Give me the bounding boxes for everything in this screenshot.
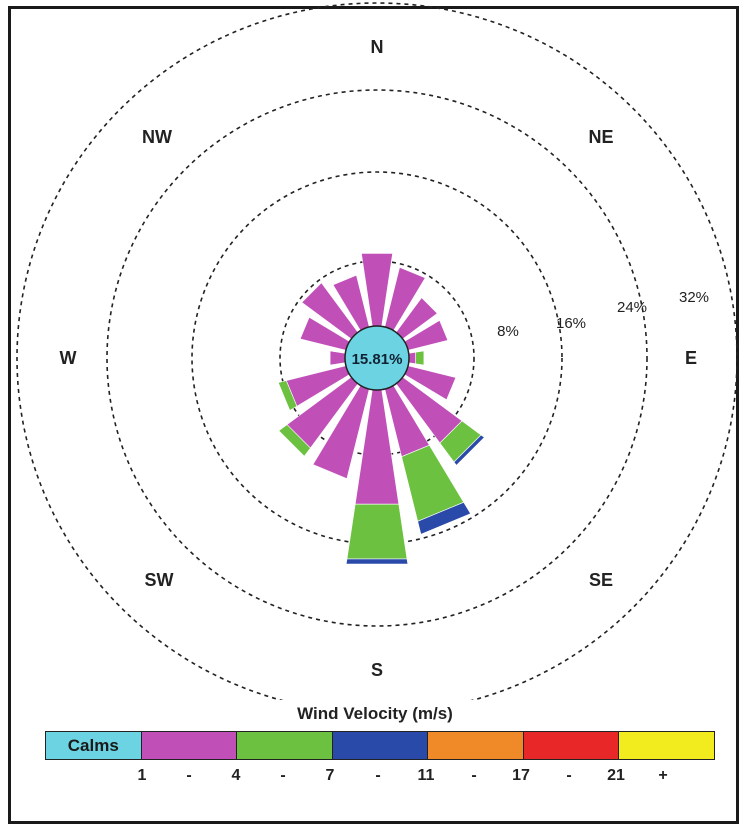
ring-label-group: 8% 16% 24% 32%	[497, 289, 709, 340]
legend-tick: -	[471, 767, 477, 784]
bar-s-7-11	[345, 558, 409, 565]
compass-label-w: W	[60, 348, 77, 368]
legend-swatch-4	[428, 732, 524, 759]
ring-label: 32%	[679, 289, 709, 306]
bar-group	[277, 253, 485, 565]
calms-circle	[344, 325, 410, 391]
compass-label-s: S	[371, 660, 383, 680]
bar-e-4-7	[415, 350, 425, 366]
legend-color-bar: Calms	[45, 731, 715, 760]
legend-tick: 7	[325, 767, 335, 784]
ring-4	[16, 2, 738, 700]
compass-label-se: SE	[589, 570, 613, 590]
ring-label: 16%	[556, 315, 586, 332]
legend-tick: -	[186, 767, 192, 784]
legend-swatch-1	[141, 732, 238, 759]
legend-swatch-0: Calms	[46, 732, 142, 759]
bar-wsw-4-7	[277, 380, 298, 411]
ring-label: 24%	[617, 299, 647, 316]
legend-tick: 21	[607, 767, 625, 784]
legend-tick: 11	[417, 767, 435, 784]
ring-3	[106, 89, 648, 627]
ring-label: 8%	[497, 323, 519, 340]
bar-s-4-7	[346, 503, 408, 560]
compass-label-n: N	[371, 37, 384, 57]
bar-sw-4-7	[278, 424, 311, 457]
legend-swatch-6	[619, 732, 715, 759]
legend-swatch-3	[332, 732, 429, 759]
compass-label-sw: SW	[145, 570, 174, 590]
compass-label-ne: NE	[588, 127, 613, 147]
legend-tick: 1	[137, 767, 147, 784]
legend-tick: +	[658, 767, 668, 784]
legend-tick: 4	[231, 767, 241, 784]
compass-label-e: E	[685, 348, 697, 368]
compass-label-nw: NW	[142, 127, 172, 147]
legend-tick-row: 1 - 4 - 7 - 11 - 17 - 21 +	[0, 767, 750, 791]
legend-swatch-5	[523, 732, 620, 759]
bar-sse-7-11	[417, 501, 472, 535]
legend-title: Wind Velocity (m/s)	[297, 704, 453, 723]
bar-se-7-11	[453, 434, 485, 466]
legend-swatch-2	[237, 732, 333, 759]
legend-tick: -	[280, 767, 286, 784]
legend-tick: 17	[512, 767, 530, 784]
wind-rose: 15.81% 8% 16% 24% 32% N NE E SE S SW W NW	[16, 2, 738, 700]
legend-tick: -	[566, 767, 572, 784]
legend-tick: -	[375, 767, 381, 784]
calms-value-label: 15.81%	[352, 351, 403, 368]
bar-w-1-4	[329, 350, 346, 366]
compass-label-group: N NE E SE S SW W NW	[60, 37, 698, 680]
